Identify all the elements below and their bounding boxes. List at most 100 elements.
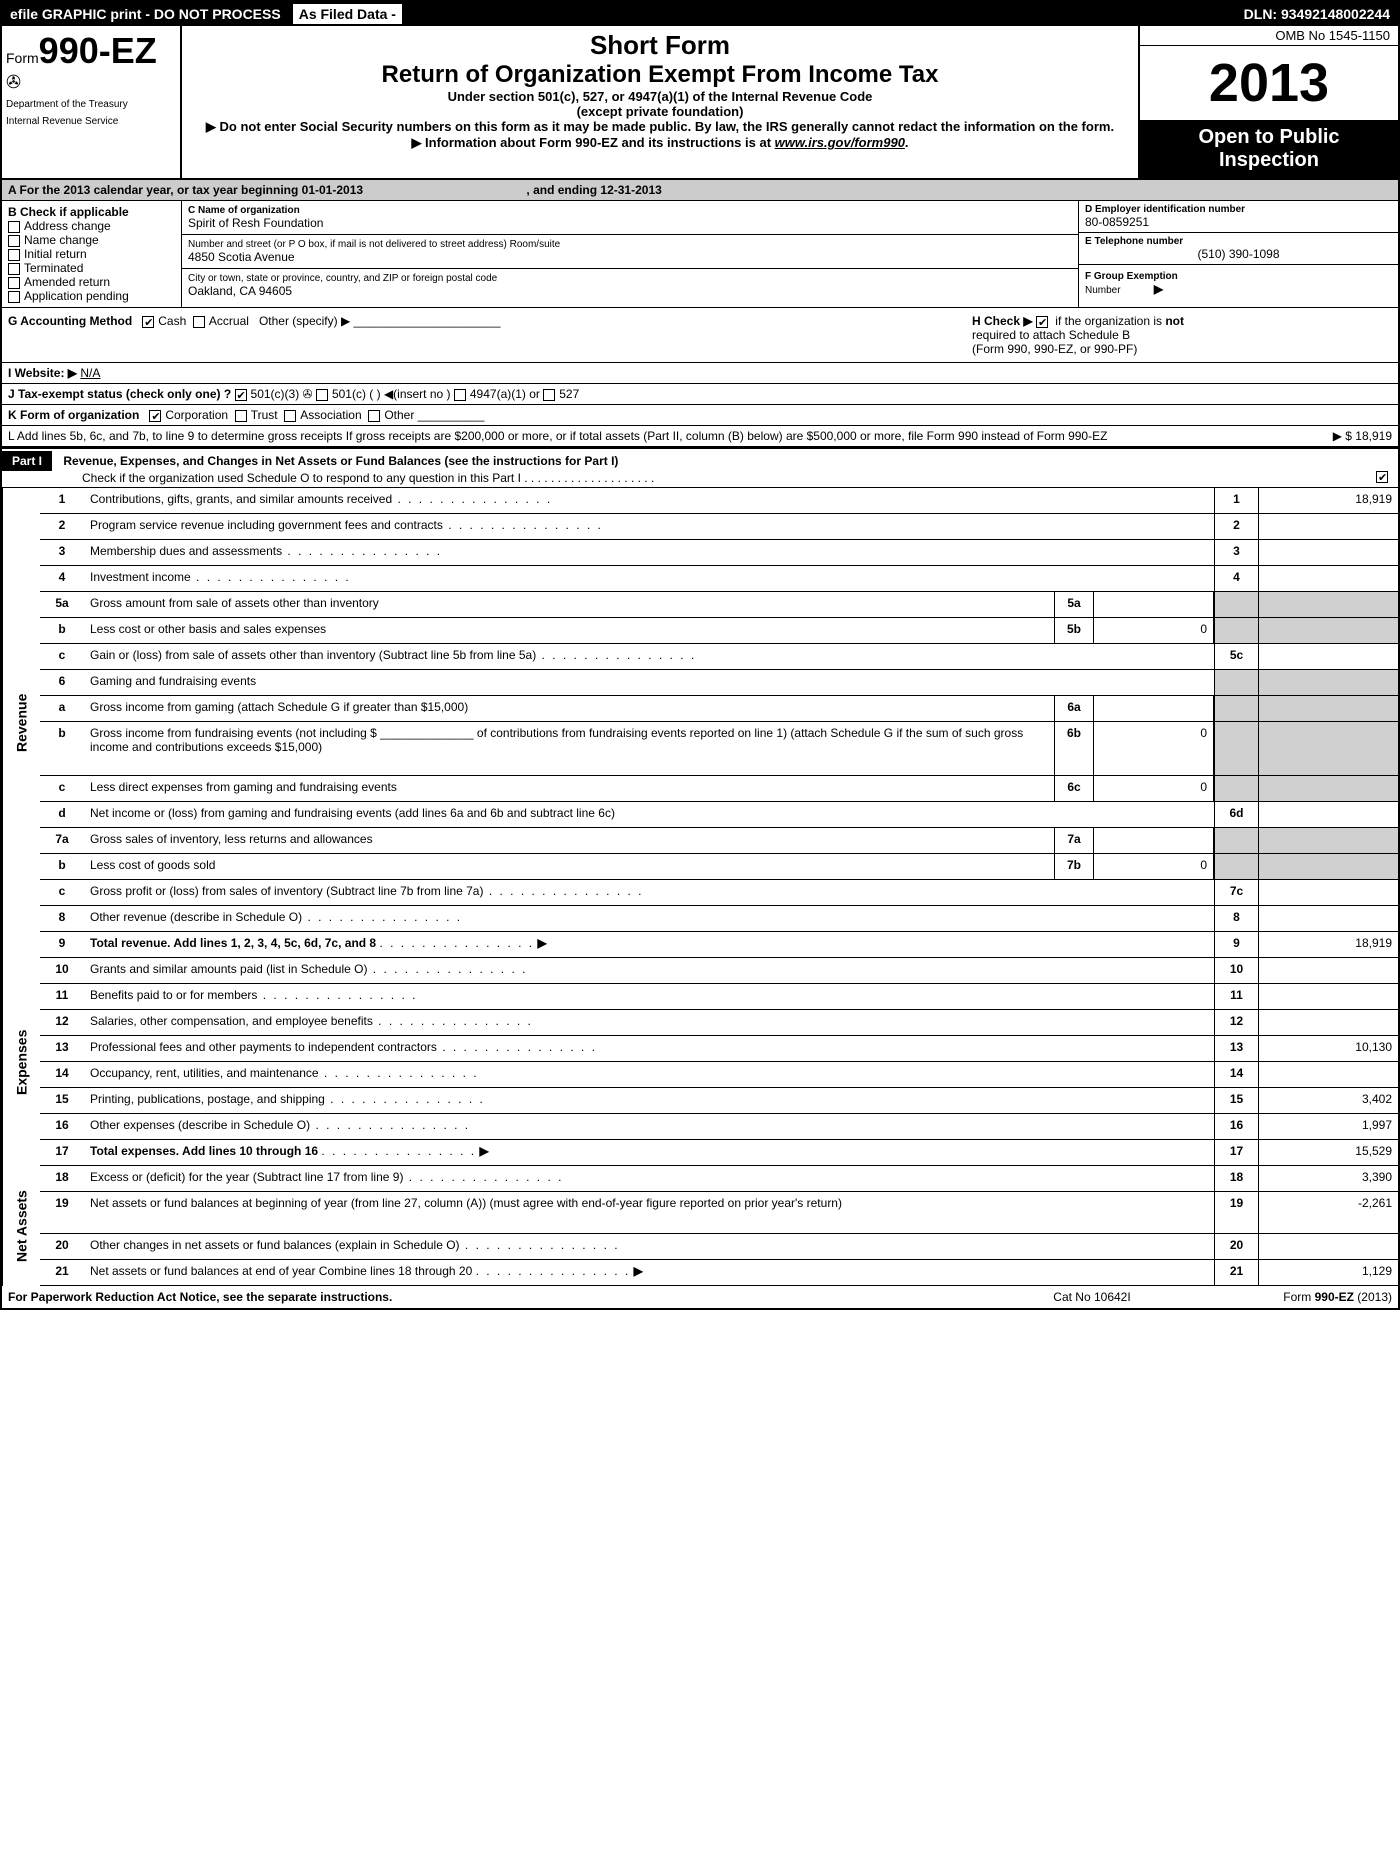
line-7c: c Gross profit or (loss) from sales of i…	[40, 880, 1398, 906]
efile-left: efile GRAPHIC print - DO NOT PROCESS	[2, 2, 289, 26]
chk-527[interactable]	[543, 389, 555, 401]
i-label: I Website: ▶	[8, 366, 77, 380]
short-form: Short Form	[190, 30, 1130, 61]
line-7a: 7a Gross sales of inventory, less return…	[40, 828, 1398, 854]
line-14: 14 Occupancy, rent, utilities, and maint…	[40, 1062, 1398, 1088]
f-label: F Group Exemption	[1085, 271, 1178, 282]
tax-year: 2013	[1140, 46, 1398, 120]
d-label: D Employer identification number	[1085, 204, 1392, 215]
side-netassets: Net Assets	[2, 1166, 40, 1286]
c-label: C Name of organization	[188, 205, 1072, 216]
form-number-block: Form990-EZ ✇ Department of the Treasury …	[2, 26, 182, 178]
street: 4850 Scotia Avenue	[188, 250, 1072, 264]
header-right: OMB No 1545-1150 2013 Open to Public Ins…	[1138, 26, 1398, 178]
l-text: L Add lines 5b, 6c, and 7b, to line 9 to…	[8, 429, 1107, 443]
form-title-block: Short Form Return of Organization Exempt…	[182, 26, 1138, 178]
j-label: J Tax-exempt status (check only one) ?	[8, 387, 231, 401]
chk-501c3[interactable]	[235, 389, 247, 401]
line-6a: a Gross income from gaming (attach Sched…	[40, 696, 1398, 722]
page-footer: For Paperwork Reduction Act Notice, see …	[2, 1286, 1398, 1308]
line-8: 8 Other revenue (describe in Schedule O)…	[40, 906, 1398, 932]
org-name: Spirit of Resh Foundation	[188, 216, 1072, 230]
website: N/A	[80, 366, 100, 380]
chk-pending[interactable]: Application pending	[8, 289, 175, 303]
chk-h[interactable]	[1036, 316, 1048, 328]
line-21: 21 Net assets or fund balances at end of…	[40, 1260, 1398, 1286]
line-2: 2 Program service revenue including gove…	[40, 514, 1398, 540]
row-k: K Form of organization Corporation Trust…	[2, 405, 1398, 426]
part1-heading: Revenue, Expenses, and Changes in Net As…	[63, 454, 618, 468]
chk-initial[interactable]: Initial return	[8, 247, 175, 261]
ein: 80-0859251	[1085, 215, 1392, 229]
form-title: Return of Organization Exempt From Incom…	[190, 61, 1130, 89]
city-label: City or town, state or province, country…	[188, 273, 1072, 284]
part1-sub: Check if the organization used Schedule …	[82, 471, 654, 485]
part1-header: Part I Revenue, Expenses, and Changes in…	[2, 447, 1398, 488]
line-1: 1 Contributions, gifts, grants, and simi…	[40, 488, 1398, 514]
chk-assoc[interactable]	[284, 410, 296, 422]
form-number: 990-EZ	[39, 30, 157, 71]
row-j: J Tax-exempt status (check only one) ? 5…	[2, 384, 1398, 405]
chk-4947[interactable]	[454, 389, 466, 401]
chk-terminated[interactable]: Terminated	[8, 261, 175, 275]
netassets-block: Net Assets 18 Excess or (deficit) for th…	[2, 1166, 1398, 1286]
line-a-text: A For the 2013 calendar year, or tax yea…	[8, 183, 363, 197]
expenses-block: Expenses 10 Grants and similar amounts p…	[2, 958, 1398, 1166]
g-label: G Accounting Method	[8, 314, 132, 328]
line-17: 17 Total expenses. Add lines 10 through …	[40, 1140, 1398, 1166]
form-subtitle2: (except private foundation)	[190, 104, 1130, 119]
line-11: 11 Benefits paid to or for members 11	[40, 984, 1398, 1010]
street-label: Number and street (or P O box, if mail i…	[188, 239, 1072, 250]
chk-cash[interactable]	[142, 316, 154, 328]
chk-trust[interactable]	[235, 410, 247, 422]
line-3: 3 Membership dues and assessments 3	[40, 540, 1398, 566]
line-5c: c Gain or (loss) from sale of assets oth…	[40, 644, 1398, 670]
chk-amended[interactable]: Amended return	[8, 275, 175, 289]
chk-501c[interactable]	[316, 389, 328, 401]
line-5b: b Less cost or other basis and sales exp…	[40, 618, 1398, 644]
col-c: C Name of organization Spirit of Resh Fo…	[182, 201, 1078, 307]
line-a: A For the 2013 calendar year, or tax yea…	[2, 180, 1398, 201]
line-7b: b Less cost of goods sold 7b 0	[40, 854, 1398, 880]
h-block: H Check ▶ if the organization is not req…	[972, 314, 1392, 356]
form-subtitle1: Under section 501(c), 527, or 4947(a)(1)…	[190, 89, 1130, 104]
chk-address[interactable]: Address change	[8, 219, 175, 233]
chk-accrual[interactable]	[193, 316, 205, 328]
dept-treasury: Department of the Treasury	[6, 93, 176, 110]
line-16: 16 Other expenses (describe in Schedule …	[40, 1114, 1398, 1140]
footer-left: For Paperwork Reduction Act Notice, see …	[8, 1290, 992, 1304]
b-title: B Check if applicable	[8, 205, 175, 219]
line-12: 12 Salaries, other compensation, and emp…	[40, 1010, 1398, 1036]
chk-name[interactable]: Name change	[8, 233, 175, 247]
form-header: Form990-EZ ✇ Department of the Treasury …	[2, 26, 1398, 180]
line-10: 10 Grants and similar amounts paid (list…	[40, 958, 1398, 984]
irs-link[interactable]: www.irs.gov/form990	[775, 135, 905, 150]
city: Oakland, CA 94605	[188, 284, 1072, 298]
info-line: ▶ Information about Form 990-EZ and its …	[190, 135, 1130, 151]
line-6: 6 Gaming and fundraising events	[40, 670, 1398, 696]
line-6b: b Gross income from fundraising events (…	[40, 722, 1398, 776]
line-6c: c Less direct expenses from gaming and f…	[40, 776, 1398, 802]
f-arrow: ▶	[1154, 282, 1163, 296]
dln: DLN: 93492148002244	[1236, 2, 1398, 26]
as-filed-label: As Filed Data -	[293, 4, 402, 24]
col-d: D Employer identification number 80-0859…	[1078, 201, 1398, 307]
chk-corp[interactable]	[149, 410, 161, 422]
line-18: 18 Excess or (deficit) for the year (Sub…	[40, 1166, 1398, 1192]
chk-other[interactable]	[368, 410, 380, 422]
section-bcd: B Check if applicable Address change Nam…	[2, 201, 1398, 308]
form-page: efile GRAPHIC print - DO NOT PROCESS As …	[0, 0, 1400, 1310]
revenue-block: Revenue 1 Contributions, gifts, grants, …	[2, 488, 1398, 958]
line-9: 9 Total revenue. Add lines 1, 2, 3, 4, 5…	[40, 932, 1398, 958]
ssn-warning: ▶ Do not enter Social Security numbers o…	[190, 119, 1130, 135]
omb-number: OMB No 1545-1150	[1140, 26, 1398, 46]
line-13: 13 Professional fees and other payments …	[40, 1036, 1398, 1062]
line-5a: 5a Gross amount from sale of assets othe…	[40, 592, 1398, 618]
chk-schedule-o[interactable]	[1376, 471, 1388, 483]
part1-label: Part I	[2, 451, 52, 471]
col-b: B Check if applicable Address change Nam…	[2, 201, 182, 307]
line-a-end: , and ending 12-31-2013	[526, 183, 661, 197]
g-block: G Accounting Method Cash Accrual Other (…	[8, 314, 972, 356]
footer-right: Form 990-EZ (2013)	[1192, 1290, 1392, 1304]
line-15: 15 Printing, publications, postage, and …	[40, 1088, 1398, 1114]
